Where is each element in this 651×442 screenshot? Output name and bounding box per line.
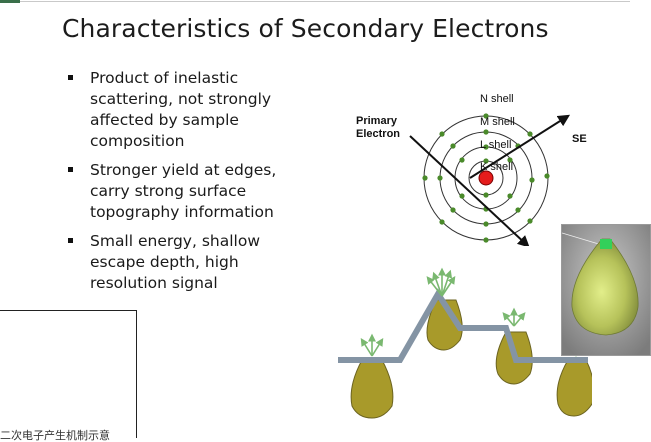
bullet-list: Product of inelastic scattering, not str… — [58, 68, 298, 302]
l-shell-label: L shell — [480, 139, 511, 151]
primary-label-line1: Primary — [356, 115, 398, 127]
bullet-item: Stronger yield at edges, carry strong su… — [58, 160, 298, 223]
sample-surface — [338, 288, 588, 363]
n-shell-label: N shell — [480, 93, 514, 105]
se-emission-arrows — [360, 267, 588, 357]
k-shell-label: K shell — [480, 161, 513, 173]
bullet-item: Product of inelastic scattering, not str… — [58, 68, 298, 152]
topography-diagram — [338, 267, 592, 419]
m-shell-label: M shell — [480, 116, 515, 128]
bullet-marker — [68, 75, 73, 80]
guide-line-vertical — [136, 310, 137, 438]
bullet-text: Small energy, shallow escape depth, high… — [90, 232, 261, 292]
guide-line-horizontal — [0, 310, 136, 311]
bullet-item: Small energy, shallow escape depth, high… — [58, 231, 298, 294]
interaction-volume-render — [561, 224, 651, 356]
interaction-volume — [350, 359, 394, 419]
slide-title: Characteristics of Secondary Electrons — [62, 14, 549, 43]
header-accent-bar — [0, 0, 20, 3]
bullet-marker — [68, 238, 73, 243]
nucleus — [478, 170, 494, 186]
se-label: SE — [572, 133, 587, 145]
interaction-volume-render-graphic — [562, 225, 650, 355]
secondary-electron-arrow — [469, 114, 571, 179]
bullet-text: Stronger yield at edges, carry strong su… — [90, 161, 277, 221]
atom-shell-diagram: N shell M shell L shell K shell Primary … — [356, 93, 587, 246]
header-rule — [20, 1, 630, 2]
bullet-marker — [68, 167, 73, 172]
primary-electron-arrow — [409, 135, 530, 246]
interaction-volume — [556, 359, 592, 417]
bullet-text: Product of inelastic scattering, not str… — [90, 69, 272, 150]
footer-caption: 二次电子产生机制示意 — [0, 429, 110, 442]
primary-label-line2: Electron — [356, 128, 400, 140]
